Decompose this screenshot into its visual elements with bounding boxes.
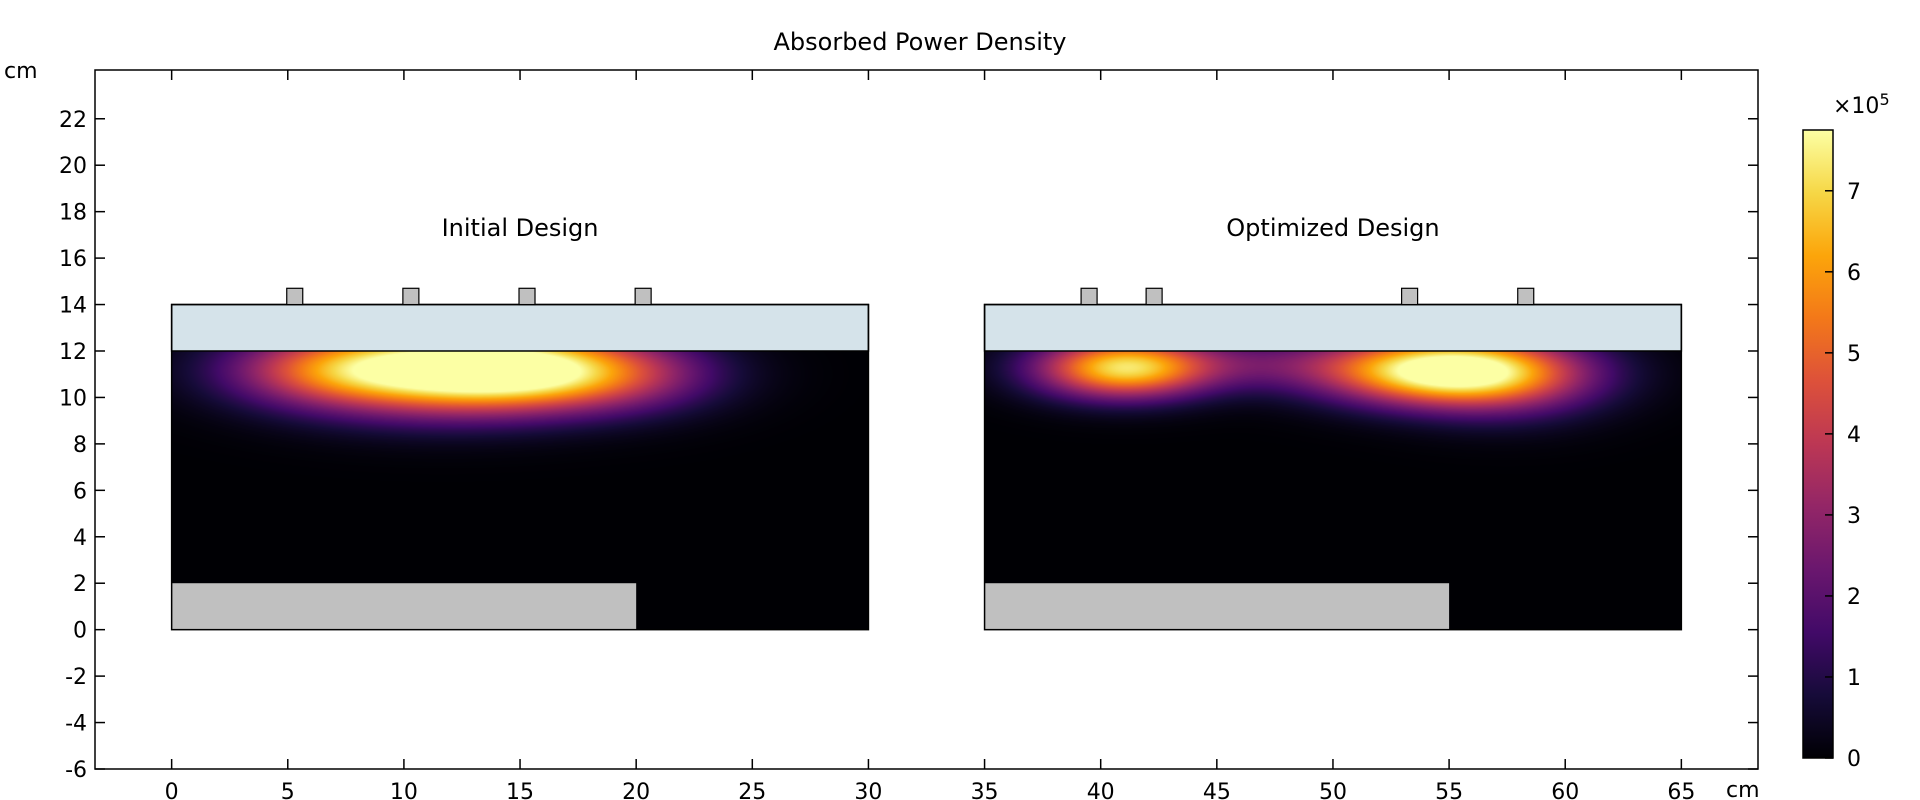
x-tick-label: 30 [854, 780, 882, 800]
colorbar-tick-label: 0 [1847, 747, 1861, 772]
chart-title: Absorbed Power Density [773, 28, 1066, 56]
y-tick-label: -6 [65, 758, 87, 783]
design-labels: Initial Design Optimized Design [442, 214, 1440, 242]
antenna-1-1 [286, 287, 304, 306]
y-tick-label: 2 [73, 572, 87, 597]
y-tick-label: 0 [73, 619, 87, 644]
antenna-2-4 [1517, 287, 1535, 306]
design-label-2: Optimized Design [1226, 214, 1439, 242]
y-tick-label: 12 [59, 340, 87, 365]
x-tick-label: 15 [506, 780, 534, 800]
y-tick-label: 20 [59, 154, 87, 179]
x-tick-label: 10 [390, 780, 418, 800]
x-tick-label: 45 [1203, 780, 1231, 800]
y-tick-label: -2 [65, 665, 87, 690]
x-tick-label: 50 [1319, 780, 1347, 800]
colorbar-ticks: 0 1 2 3 4 5 6 7 [1825, 180, 1861, 772]
gray-block-2 [984, 583, 1450, 630]
x-tick-label: 40 [1087, 780, 1115, 800]
colorbar-tick-label: 3 [1847, 504, 1861, 529]
y-axis-unit: cm [4, 59, 38, 84]
antenna-2-2 [1145, 287, 1163, 306]
y-axis: -6 -4 -2 0 2 4 6 8 10 12 14 16 18 20 22 [59, 108, 1758, 783]
colorbar-tick-label: 1 [1847, 666, 1861, 691]
y-tick-label: 6 [73, 479, 87, 504]
colorbar-tick-label: 2 [1847, 585, 1861, 610]
x-tick-label: 35 [971, 780, 999, 800]
antenna-1-3 [518, 287, 536, 306]
antenna-2-3 [1401, 287, 1419, 306]
x-tick-label: 5 [281, 780, 295, 800]
x-tick-label: 65 [1667, 780, 1695, 800]
colorbar-multiplier-base: ×10 [1833, 94, 1879, 119]
cover-layer-1 [170, 303, 870, 352]
y-tick-label: 18 [59, 201, 87, 226]
x-axis-unit: cm [1726, 778, 1760, 800]
colorbar-multiplier: ×105 [1833, 90, 1890, 119]
design-label-1: Initial Design [442, 214, 599, 242]
plot-frame [94, 69, 1759, 770]
x-tick-label: 25 [738, 780, 766, 800]
x-tick-label: 55 [1435, 780, 1463, 800]
domain-outline-2 [983, 303, 1683, 631]
plot-area [170, 287, 1683, 631]
colorbar-gradient [1802, 129, 1834, 759]
x-tick-label: 20 [622, 780, 650, 800]
colorbar-tick-label: 5 [1847, 342, 1861, 367]
colorbar-tick-label: 7 [1847, 180, 1861, 205]
antenna-1-4 [634, 287, 652, 306]
x-axis: 0 5 10 15 20 25 30 35 40 45 50 55 60 65 [165, 70, 1695, 800]
y-tick-label: 8 [73, 433, 87, 458]
colorbar-tick-label: 4 [1847, 423, 1861, 448]
colorbar-tick-label: 6 [1847, 261, 1861, 286]
x-tick-label: 60 [1551, 780, 1579, 800]
y-tick-label: 14 [59, 294, 87, 319]
x-tick-label: 0 [165, 780, 179, 800]
y-tick-label: 4 [73, 526, 87, 551]
y-tick-label: 22 [59, 108, 87, 133]
y-tick-label: 10 [59, 386, 87, 411]
antenna-2-1 [1080, 287, 1098, 306]
y-tick-label: -4 [65, 712, 87, 737]
y-tick-label: 16 [59, 247, 87, 272]
cover-layer-2 [983, 303, 1683, 352]
antenna-1-2 [402, 287, 420, 306]
gray-block-1 [171, 583, 637, 630]
colorbar-multiplier-exponent: 5 [1879, 90, 1889, 109]
